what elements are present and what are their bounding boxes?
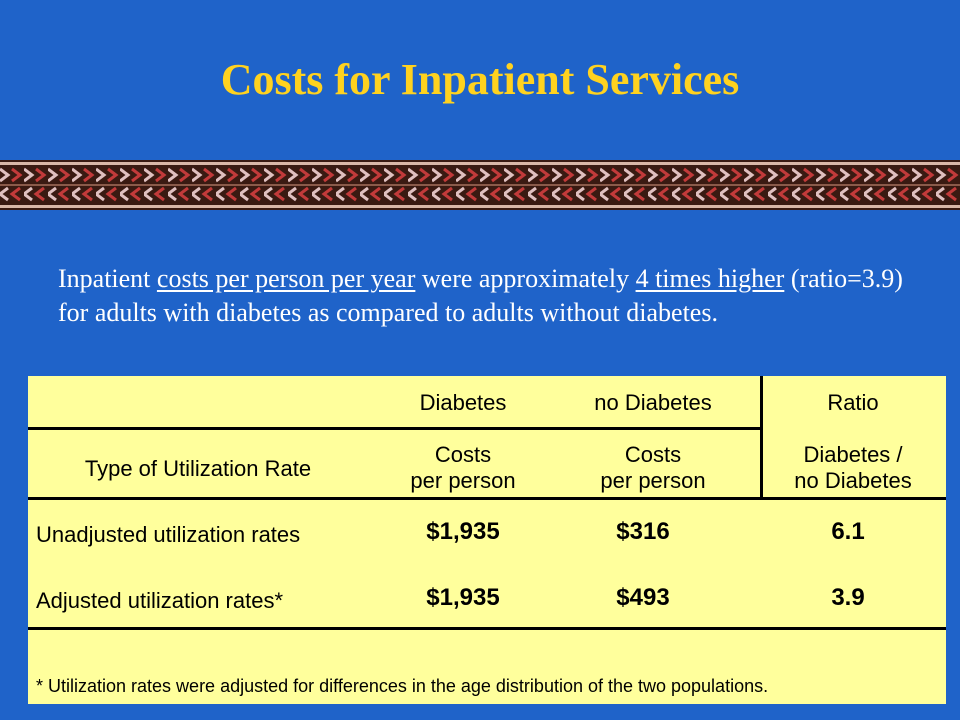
no-diabetes-costs-line2: per person [600, 468, 706, 493]
slide-title: Costs for Inpatient Services [220, 55, 740, 104]
row2-diabetes-cost: $1,935 [426, 584, 500, 611]
ratio-header-line1: Diabetes / [803, 442, 903, 467]
table-footnote: * Utilization rates were adjusted for di… [36, 676, 769, 696]
rule-header1 [28, 427, 760, 430]
intro-text-3: (ratio=3.9) for adults with diabetes as … [58, 264, 903, 327]
rule-header2 [28, 497, 946, 500]
ratio-header-line2: no Diabetes [794, 468, 912, 493]
row1-diabetes-cost: $1,935 [426, 518, 500, 545]
col-type-of-utilization: Type of Utilization Rate [84, 456, 312, 481]
row-label-adjusted: Adjusted utilization rates* [36, 588, 284, 613]
diabetes-costs-line1: Costs [434, 442, 492, 467]
row2-ratio: 3.9 [831, 584, 865, 611]
intro-underlined-times: 4 times higher [635, 264, 785, 293]
decorative-woven-band [0, 160, 960, 210]
no-diabetes-costs-header: Costs per person [568, 442, 738, 494]
ratio-header: Diabetes / no Diabetes [768, 442, 938, 494]
intro-underlined-costs: costs per person per year [156, 264, 416, 293]
col-no-diabetes: no Diabetes [594, 390, 712, 415]
intro-paragraph: Inpatient costs per person per year were… [58, 262, 918, 330]
diabetes-costs-line2: per person [410, 468, 516, 493]
costs-table: Diabetes no Diabetes Ratio Type of Utili… [28, 376, 946, 704]
row-label-unadjusted: Unadjusted utilization rates [36, 522, 301, 547]
row2-no-diabetes-cost: $493 [616, 584, 670, 611]
no-diabetes-costs-line1: Costs [624, 442, 682, 467]
intro-text-2: were approximately [415, 264, 636, 293]
row1-no-diabetes-cost: $316 [616, 518, 670, 545]
row1-ratio: 6.1 [831, 518, 865, 545]
rule-body [28, 627, 946, 630]
col-diabetes: Diabetes [419, 390, 507, 415]
intro-text-1: Inpatient [58, 264, 157, 293]
diabetes-costs-header: Costs per person [388, 442, 538, 494]
rule-ratio-column [760, 376, 763, 500]
col-ratio: Ratio [827, 390, 879, 415]
